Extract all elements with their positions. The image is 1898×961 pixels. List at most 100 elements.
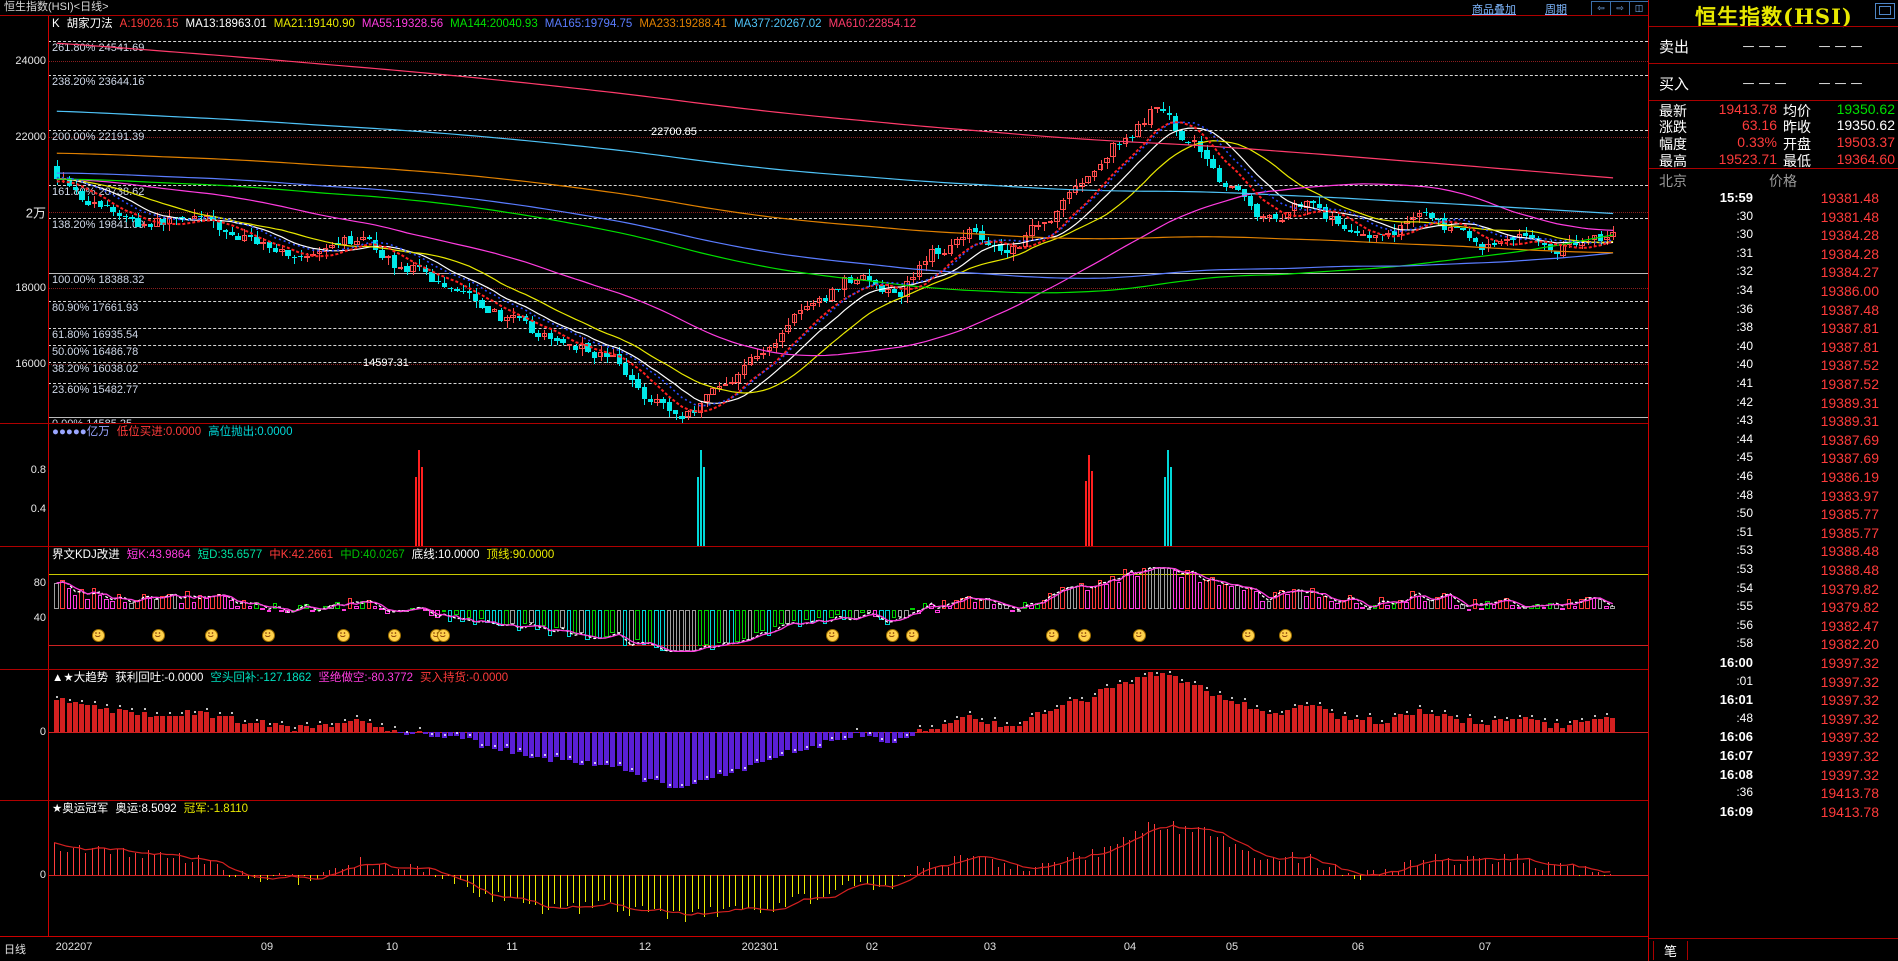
candle-body bbox=[1179, 131, 1185, 141]
tick-row[interactable]: :36 19387.48 bbox=[1649, 302, 1898, 321]
volume-plot[interactable] bbox=[48, 424, 1648, 547]
tick-price: 19381.48 bbox=[1820, 190, 1879, 206]
price-panel[interactable]: 24000 22000 2万 18000 16000 261.80% 24541.69 2… bbox=[0, 15, 1648, 424]
olympic-bar bbox=[529, 875, 530, 904]
price-plot[interactable]: 261.80% 24541.69 238.20% 23644.16 200.00% … bbox=[48, 16, 1648, 424]
olympic-bar bbox=[135, 853, 137, 875]
tick-row[interactable]: 16:08 19397.32 bbox=[1649, 767, 1898, 786]
kdj-bar bbox=[1585, 596, 1590, 610]
tick-row[interactable]: :53 19388.48 bbox=[1649, 562, 1898, 581]
kdj-bar bbox=[504, 609, 509, 625]
tick-row[interactable]: :32 19384.27 bbox=[1649, 264, 1898, 283]
candle-wick bbox=[513, 308, 515, 324]
trend-dot bbox=[568, 755, 571, 758]
trend-dot bbox=[56, 696, 59, 699]
tick-row[interactable]: :30 19381.48 bbox=[1649, 209, 1898, 228]
olympic-bar bbox=[822, 875, 824, 898]
candle-body bbox=[79, 190, 85, 201]
trend-dot bbox=[1331, 709, 1334, 712]
kdj-bar bbox=[585, 609, 590, 640]
trend-bar bbox=[860, 732, 866, 737]
olympic-bar bbox=[1497, 861, 1499, 875]
olympic-plot[interactable] bbox=[48, 801, 1648, 938]
tick-row[interactable]: 16:06 19397.32 bbox=[1649, 729, 1898, 748]
tick-row[interactable]: :38 19387.81 bbox=[1649, 320, 1898, 339]
trend-bar bbox=[229, 716, 234, 732]
kdj-bar bbox=[454, 609, 459, 616]
period-link[interactable]: 周期 bbox=[1545, 4, 1567, 16]
olympic-panel[interactable]: 0 ★奥运冠军 奥运:8.5092 冠军:-1.8110 bbox=[0, 800, 1648, 938]
trend-dot bbox=[931, 724, 934, 727]
trend-bar bbox=[322, 723, 328, 732]
trend-dot bbox=[1406, 711, 1409, 714]
olympic-bar bbox=[1204, 826, 1205, 875]
trend-dot bbox=[718, 770, 721, 773]
arrow-right-icon[interactable]: ⇨ bbox=[1610, 1, 1630, 16]
olympic-bar bbox=[66, 852, 68, 875]
trend-bar bbox=[1529, 719, 1534, 732]
olympic-bar bbox=[1185, 826, 1187, 875]
tick-row[interactable]: :54 19379.82 bbox=[1649, 581, 1898, 600]
tick-row[interactable]: :56 19382.47 bbox=[1649, 618, 1898, 637]
trend-bar bbox=[172, 715, 178, 732]
fib-label: 38.20% 16038.02 bbox=[52, 363, 139, 376]
tick-row[interactable]: :48 19397.32 bbox=[1649, 711, 1898, 730]
volume-panel[interactable]: 0.8 0.4 ●●●●●亿万 低位买进:0.0000 高位抛出:0.0000 bbox=[0, 423, 1648, 547]
tick-row[interactable]: :31 19384.28 bbox=[1649, 246, 1898, 265]
trend-y-axis: 0 bbox=[0, 670, 49, 801]
kdj-panel[interactable]: 80 40 界文KDJ改进 短K:43.9864 短D:35.6577 中K:42.26… bbox=[0, 546, 1648, 670]
tick-row[interactable]: :44 19387.69 bbox=[1649, 432, 1898, 451]
tick-row[interactable]: :55 19379.82 bbox=[1649, 599, 1898, 618]
candle-body bbox=[1372, 234, 1379, 238]
candle-body bbox=[391, 255, 398, 269]
trend-dot bbox=[1556, 718, 1559, 721]
trend-bar bbox=[666, 732, 672, 788]
tick-row[interactable]: 16:01 19397.32 bbox=[1649, 692, 1898, 711]
maximize-icon[interactable] bbox=[1875, 3, 1895, 19]
trend-panel[interactable]: 0 ▲★大趋势 获利回吐:-0.0000 空头回补:-127.1862 坚绝做空:-8… bbox=[0, 669, 1648, 801]
ticks-header-price: 价格 bbox=[1769, 173, 1797, 189]
candle-wick bbox=[1588, 235, 1590, 246]
layout-icon[interactable]: ◫ bbox=[1629, 1, 1649, 16]
tick-row[interactable]: :41 19387.52 bbox=[1649, 376, 1898, 395]
tick-row[interactable]: :51 19385.77 bbox=[1649, 525, 1898, 544]
tick-row[interactable]: 16:07 19397.32 bbox=[1649, 748, 1898, 767]
trend-dot bbox=[1506, 717, 1509, 720]
tick-row[interactable]: :34 19386.00 bbox=[1649, 283, 1898, 302]
trend-bar bbox=[779, 732, 784, 757]
kdj-bar bbox=[1485, 601, 1490, 610]
tick-row[interactable]: 16:00 19397.32 bbox=[1649, 655, 1898, 674]
tab-ticks[interactable]: 笔 bbox=[1653, 941, 1689, 960]
tick-row[interactable]: 15:59 19381.48 bbox=[1649, 190, 1898, 209]
candle-wick bbox=[94, 195, 96, 208]
tick-row[interactable]: :53 19388.48 bbox=[1649, 543, 1898, 562]
trend-bar bbox=[679, 732, 684, 789]
trend-bar bbox=[204, 712, 209, 732]
tick-row[interactable]: :45 19387.69 bbox=[1649, 450, 1898, 469]
tick-row[interactable]: :46 19386.19 bbox=[1649, 469, 1898, 488]
tick-row[interactable]: :30 19384.28 bbox=[1649, 227, 1898, 246]
olympic-bar bbox=[222, 870, 224, 875]
tick-row[interactable]: :43 19389.31 bbox=[1649, 413, 1898, 432]
candle-body bbox=[1129, 136, 1135, 138]
tick-row[interactable]: :40 19387.81 bbox=[1649, 339, 1898, 358]
trend-plot[interactable] bbox=[48, 670, 1648, 801]
trend-dot bbox=[1443, 709, 1446, 712]
tick-row[interactable]: :58 19382.20 bbox=[1649, 636, 1898, 655]
candle-body bbox=[1191, 139, 1198, 142]
tick-row[interactable]: :42 19389.31 bbox=[1649, 395, 1898, 414]
candle-wick bbox=[1344, 218, 1346, 232]
tick-row[interactable]: :48 19383.97 bbox=[1649, 488, 1898, 507]
kdj-plot[interactable] bbox=[48, 547, 1648, 670]
tick-row[interactable]: 16:09 19413.78 bbox=[1649, 804, 1898, 823]
commodity-overlay-link[interactable]: 商品叠加 bbox=[1472, 4, 1516, 16]
tick-time: :36 bbox=[1736, 301, 1753, 316]
tick-row[interactable]: :40 19387.52 bbox=[1649, 357, 1898, 376]
arrow-left-icon[interactable]: ⇦ bbox=[1591, 1, 1611, 16]
fib-line bbox=[48, 273, 1648, 275]
tick-row[interactable]: :01 19397.32 bbox=[1649, 674, 1898, 693]
olympic-bar bbox=[591, 875, 593, 908]
tick-row[interactable]: :50 19385.77 bbox=[1649, 506, 1898, 525]
olympic-bar bbox=[410, 863, 412, 875]
tick-row[interactable]: :36 19413.78 bbox=[1649, 785, 1898, 804]
